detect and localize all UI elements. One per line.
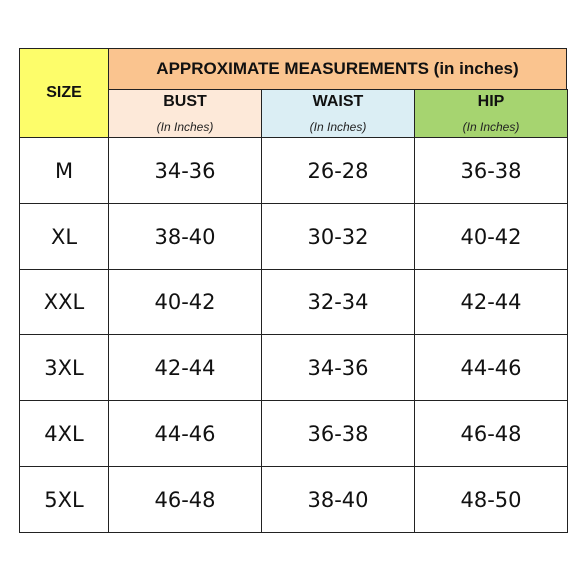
title-text: APPROXIMATE MEASUREMENTS (in inches)	[156, 59, 519, 78]
size-cell: XXL	[19, 269, 109, 335]
cell-text: 40-42	[460, 224, 522, 249]
column-header: HIP (In Inches)	[414, 89, 568, 138]
cell-text: 44-46	[460, 355, 522, 380]
cell-text: 48-50	[460, 487, 522, 512]
cell-text: 46-48	[154, 487, 216, 512]
size-cell: 5XL	[19, 466, 109, 533]
measurement-cell: 46-48	[414, 400, 568, 467]
cell-text: 4XL	[44, 421, 84, 446]
cell-text: 30-32	[307, 224, 369, 249]
cell-text: 32-34	[307, 290, 369, 314]
column-name: HIP	[477, 93, 505, 110]
cell-text: 42-44	[460, 290, 522, 314]
size-cell: M	[19, 137, 109, 204]
measurement-cell: 38-40	[108, 203, 262, 270]
measurement-cell: 26-28	[261, 137, 415, 204]
measurement-cell: 32-34	[261, 269, 415, 335]
measurement-cell: 42-44	[108, 334, 262, 401]
cell-text: M	[54, 158, 74, 183]
cell-text: XXL	[43, 290, 85, 314]
column-name: WAIST	[312, 93, 364, 110]
measurement-cell: 40-42	[414, 203, 568, 270]
cell-text: 36-38	[460, 158, 522, 183]
size-cell: XL	[19, 203, 109, 270]
measurement-cell: 38-40	[261, 466, 415, 533]
column-header: WAIST (In Inches)	[261, 89, 415, 138]
measurement-cell: 34-36	[261, 334, 415, 401]
cell-text: 42-44	[154, 355, 216, 380]
cell-text: 34-36	[154, 158, 216, 183]
cell-text: 44-46	[154, 421, 216, 446]
cell-text: 38-40	[307, 487, 369, 512]
size-cell: 3XL	[19, 334, 109, 401]
column-unit: (In Inches)	[462, 120, 520, 134]
cell-text: 26-28	[307, 158, 369, 183]
column-unit: (In Inches)	[156, 120, 214, 134]
measurement-cell: 30-32	[261, 203, 415, 270]
column-name: BUST	[163, 93, 207, 110]
measurement-cell: 40-42	[108, 269, 262, 335]
column-unit: (In Inches)	[309, 120, 367, 134]
measurement-cell: 36-38	[261, 400, 415, 467]
measurement-cell: 34-36	[108, 137, 262, 204]
measurement-cell: 44-46	[108, 400, 262, 467]
cell-text: 34-36	[307, 355, 369, 380]
measurement-cell: 42-44	[414, 269, 568, 335]
size-cell: 4XL	[19, 400, 109, 467]
measurement-cell: 46-48	[108, 466, 262, 533]
measurement-cell: 48-50	[414, 466, 568, 533]
size-header-text: SIZE	[46, 84, 82, 101]
cell-text: 46-48	[460, 421, 522, 446]
size-header: SIZE	[19, 48, 109, 138]
measurement-cell: 44-46	[414, 334, 568, 401]
cell-text: 38-40	[154, 224, 216, 249]
cell-text: 5XL	[44, 487, 84, 512]
column-header: BUST (In Inches)	[108, 89, 262, 138]
cell-text: XL	[50, 224, 78, 249]
cell-text: 40-42	[154, 290, 216, 314]
cell-text: 3XL	[44, 355, 84, 380]
cell-text: 36-38	[307, 421, 369, 446]
measurements-title: APPROXIMATE MEASUREMENTS (in inches)	[108, 48, 567, 90]
measurement-cell: 36-38	[414, 137, 568, 204]
